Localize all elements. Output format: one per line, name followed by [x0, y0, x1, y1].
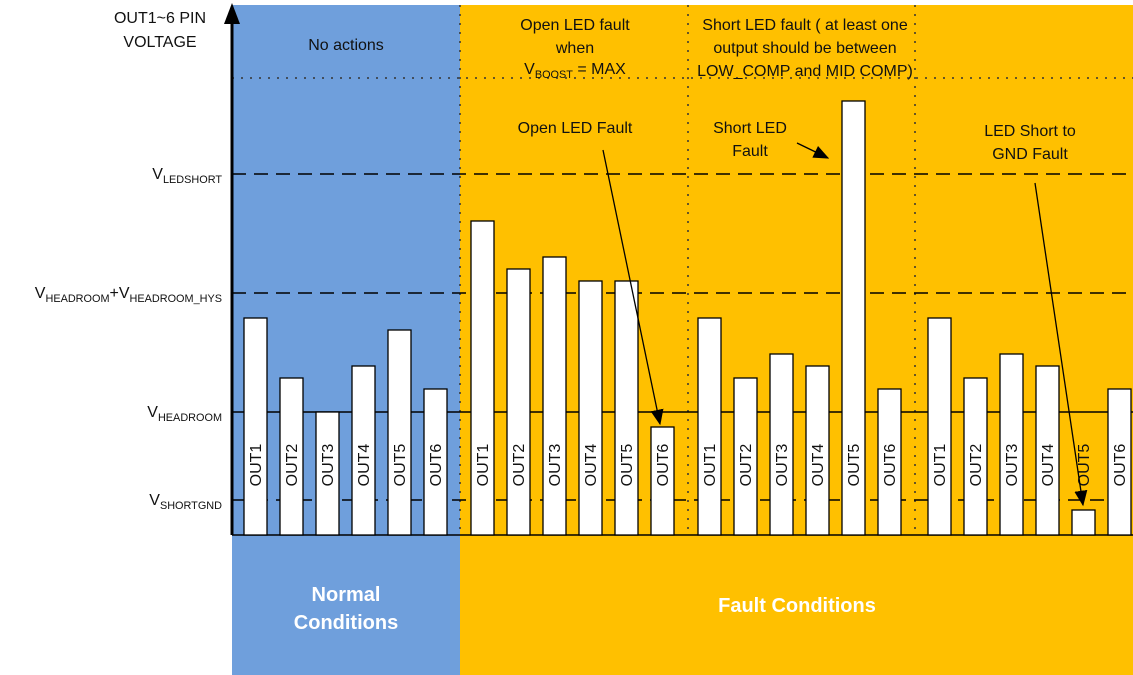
label-part: V [35, 285, 46, 302]
note: Short LED fault ( at least one [702, 17, 908, 34]
bar [1035, 365, 1060, 536]
label-part: V [152, 166, 163, 183]
bar [387, 329, 412, 536]
bar [697, 317, 722, 536]
note: No actions [308, 37, 384, 54]
bar-label: OUT6 [882, 444, 899, 487]
note: OUT1~6 PIN [114, 10, 206, 27]
note: Open LED Fault [518, 120, 633, 137]
note: VOLTAGE [123, 34, 196, 51]
bar [963, 377, 988, 536]
bar-label: OUT6 [655, 444, 672, 487]
bar-label: OUT1 [248, 444, 265, 487]
label-part: HEADROOM [45, 293, 109, 305]
bar-label: OUT5 [846, 444, 863, 487]
label: VSHORTGND [149, 492, 222, 512]
bar [578, 280, 603, 536]
bar [315, 411, 340, 536]
bar-label: OUT4 [1040, 444, 1057, 487]
bar [423, 388, 448, 536]
label-part: + [110, 285, 119, 302]
normal-region [232, 5, 460, 675]
bar-label: OUT4 [356, 444, 373, 487]
bar-label: OUT6 [428, 444, 445, 487]
bar [1071, 509, 1096, 536]
label-part: LEDSHORT [163, 174, 222, 186]
dotted-lines [232, 5, 1133, 535]
bar-label: OUT6 [1112, 444, 1129, 487]
bar-label: OUT2 [284, 444, 301, 487]
label-part: V [149, 492, 160, 509]
bar-label: OUT3 [1004, 444, 1021, 487]
note: when [555, 40, 594, 57]
label: VBOOST = MAX [524, 61, 626, 81]
bar [927, 317, 952, 536]
bar [841, 100, 866, 536]
note: Open LED fault [520, 17, 630, 34]
bar [470, 220, 495, 536]
note: LED Short to [984, 123, 1076, 140]
bar-label: OUT2 [738, 444, 755, 487]
bar [542, 256, 567, 536]
fault-region [460, 5, 1133, 675]
label-part: BOOST [535, 69, 573, 81]
note: LOW_COMP and MID COMP) [697, 63, 913, 80]
bar [243, 317, 268, 536]
bar [279, 377, 304, 536]
label-part: HEADROOM_HYS [130, 293, 222, 305]
label-part: V [119, 285, 130, 302]
bar-label: OUT1 [702, 444, 719, 487]
bar-label: OUT3 [774, 444, 791, 487]
label-part: SHORTGND [160, 500, 222, 512]
label: VHEADROOM+VHEADROOM_HYS [35, 285, 222, 305]
bar [769, 353, 794, 536]
label-part: V [147, 404, 158, 421]
bar [805, 365, 830, 536]
bar-label: OUT2 [968, 444, 985, 487]
note: Short LED [713, 120, 787, 137]
bar [733, 377, 758, 536]
note: Normal [312, 584, 381, 606]
note: Conditions [294, 612, 398, 634]
bar [614, 280, 639, 536]
bar-label: OUT3 [547, 444, 564, 487]
bar [999, 353, 1024, 536]
label-part: = MAX [573, 61, 626, 78]
label: VLEDSHORT [152, 166, 222, 186]
note: GND Fault [992, 146, 1068, 163]
bar-label: OUT5 [619, 444, 636, 487]
bar-label: OUT2 [511, 444, 528, 487]
bar-label: OUT4 [810, 444, 827, 487]
label-part: V [524, 61, 535, 78]
bar [877, 388, 902, 536]
label: VHEADROOM [147, 404, 222, 424]
bar-label: OUT4 [583, 444, 600, 487]
bar-label: OUT5 [1076, 444, 1093, 487]
label-part: HEADROOM [158, 412, 222, 424]
note: Fault [732, 143, 768, 160]
bar [650, 426, 675, 536]
bar-label: OUT3 [320, 444, 337, 487]
bar [506, 268, 531, 536]
bar-label: OUT1 [932, 444, 949, 487]
bar [1107, 388, 1132, 536]
note: output should be between [713, 40, 896, 57]
bar [351, 365, 376, 536]
arrows [602, 142, 1088, 507]
section: Fault Conditions [718, 595, 876, 617]
bar-label: OUT1 [475, 444, 492, 487]
y-axis-arrow [224, 3, 240, 24]
bar-label: OUT5 [392, 444, 409, 487]
